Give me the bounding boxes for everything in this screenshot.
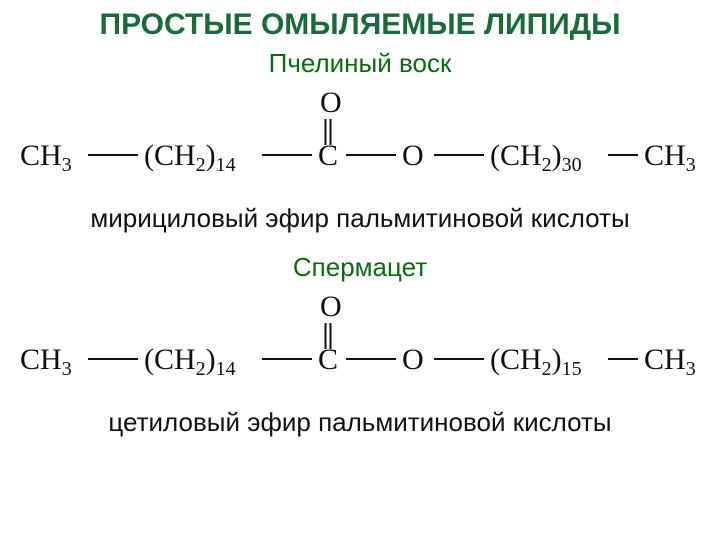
svg-text:CH3: CH3 <box>644 343 696 380</box>
svg-text:CH3: CH3 <box>644 139 696 176</box>
section-caption: цетиловый эфир пальмитиновой кислоты <box>0 407 720 438</box>
section-subtitle: Пчелиный воск <box>0 48 720 79</box>
svg-text:C: C <box>318 139 338 172</box>
formula-svg: CH3(CH2)14COO(CH2)15CH3 <box>10 291 710 401</box>
svg-text:CH3: CH3 <box>20 139 72 176</box>
svg-text:C: C <box>318 343 338 376</box>
chemical-formula: CH3(CH2)14COO(CH2)15CH3 <box>10 291 710 401</box>
svg-text:CH3: CH3 <box>20 343 72 380</box>
svg-text:(CH2)30: (CH2)30 <box>490 139 582 176</box>
section-subtitle: Спермацет <box>0 252 720 283</box>
svg-text:O: O <box>402 343 424 376</box>
svg-text:(CH2)14: (CH2)14 <box>144 139 236 176</box>
page-title: ПРОСТЫЕ ОМЫЛЯЕМЫЕ ЛИПИДЫ <box>0 0 720 42</box>
svg-text:(CH2)14: (CH2)14 <box>144 343 236 380</box>
chemical-formula: CH3(CH2)14COO(CH2)30CH3 <box>10 87 710 197</box>
svg-text:O: O <box>320 87 342 119</box>
svg-text:(CH2)15: (CH2)15 <box>490 343 582 380</box>
svg-text:O: O <box>402 139 424 172</box>
section-caption: мирициловый эфир пальмитиновой кислоты <box>0 203 720 234</box>
formula-svg: CH3(CH2)14COO(CH2)30CH3 <box>10 87 710 197</box>
svg-text:O: O <box>320 291 342 323</box>
